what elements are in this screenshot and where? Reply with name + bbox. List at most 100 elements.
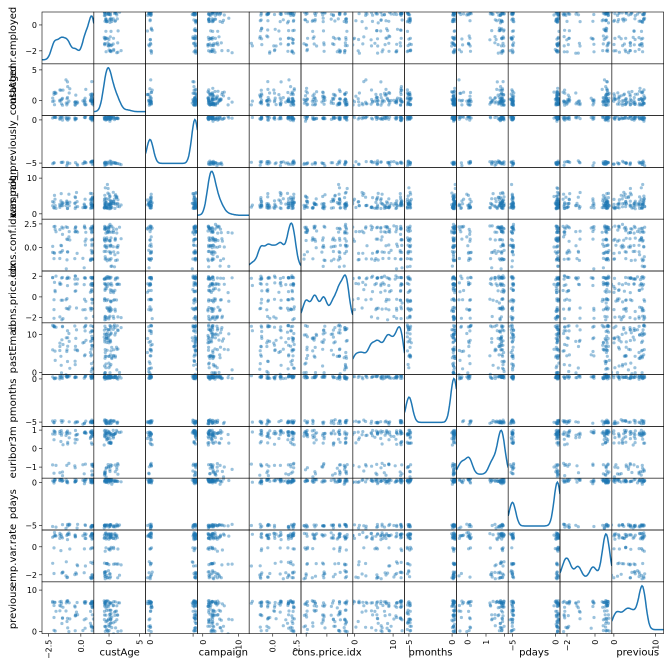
scatter-point xyxy=(555,194,558,197)
cell-content xyxy=(406,275,458,321)
scatter-point xyxy=(150,204,153,207)
scatter-point xyxy=(381,101,384,104)
scatter-point xyxy=(401,238,404,241)
scatter-point xyxy=(146,29,149,32)
scatter-point xyxy=(273,199,276,202)
scatter-point xyxy=(454,227,457,230)
scatter-point xyxy=(83,283,86,286)
scatter-point xyxy=(510,88,513,91)
scatter-point xyxy=(279,96,282,99)
scatter-point xyxy=(279,37,282,40)
scatter-point xyxy=(54,275,57,278)
scatter-point xyxy=(106,37,109,40)
scatter-point xyxy=(497,14,500,17)
scatter-point xyxy=(192,307,195,310)
scatter-point xyxy=(279,103,282,106)
scatter-point xyxy=(260,283,263,286)
scatter-point xyxy=(357,297,360,300)
scatter-point xyxy=(606,226,609,229)
scatter-point xyxy=(618,35,621,38)
scatter-point xyxy=(629,231,632,234)
scatter-point xyxy=(291,201,294,204)
scatter-point xyxy=(291,29,294,32)
scatter-point xyxy=(105,236,108,239)
scatter-point xyxy=(292,52,295,55)
scatter-point xyxy=(214,223,217,226)
scatter-point xyxy=(371,252,374,255)
scatter-point xyxy=(321,13,324,16)
scatter-point xyxy=(227,231,230,234)
scatter-point xyxy=(383,283,386,286)
scatter-point xyxy=(557,97,560,100)
scatter-point xyxy=(606,89,609,92)
scatter-point xyxy=(620,194,623,197)
scatter-point xyxy=(491,224,494,227)
scatter-point xyxy=(345,21,348,24)
scatter-point xyxy=(216,101,219,104)
scatter-point xyxy=(74,94,77,97)
scatter-point xyxy=(453,90,456,93)
cell-campaign-vs-was_not_previously_contacted xyxy=(146,167,199,219)
scatter-point xyxy=(621,99,624,102)
scatter-point xyxy=(314,240,317,243)
scatter-point xyxy=(400,257,403,260)
scatter-point xyxy=(260,18,263,21)
scatter-point xyxy=(345,191,348,194)
scatter-point xyxy=(365,27,368,30)
scatter-point xyxy=(638,207,641,210)
scatter-point xyxy=(73,278,76,281)
scatter-point xyxy=(460,37,463,40)
scatter-point xyxy=(387,50,390,53)
scatter-point xyxy=(364,298,367,301)
cell-content xyxy=(457,191,505,210)
scatter-point xyxy=(606,115,609,118)
scatter-point xyxy=(606,207,609,210)
scatter-point xyxy=(306,161,309,164)
scatter-point xyxy=(607,21,610,24)
scatter-point xyxy=(492,251,495,254)
scatter-point xyxy=(58,228,61,231)
scatter-point xyxy=(574,91,577,94)
scatter-point xyxy=(149,276,152,279)
scatter-point xyxy=(112,17,115,20)
scatter-point xyxy=(613,12,616,15)
scatter-point xyxy=(207,265,210,268)
cell-content xyxy=(51,274,96,321)
scatter-point xyxy=(314,162,317,165)
scatter-point xyxy=(67,100,70,103)
scatter-point xyxy=(337,183,340,186)
scatter-point xyxy=(628,203,631,206)
scatter-point xyxy=(577,159,580,162)
scatter-point xyxy=(462,116,465,119)
scatter-point xyxy=(390,202,393,205)
scatter-point xyxy=(605,230,608,233)
scatter-point xyxy=(332,36,335,39)
scatter-point xyxy=(358,104,361,107)
scatter-point xyxy=(210,49,213,52)
scatter-point xyxy=(625,237,628,240)
scatter-point xyxy=(557,265,560,268)
scatter-point xyxy=(604,103,607,106)
scatter-point xyxy=(149,197,152,200)
scatter-point xyxy=(215,316,218,319)
scatter-point xyxy=(344,12,347,15)
scatter-point xyxy=(118,205,121,208)
scatter-point xyxy=(578,42,581,45)
scatter-point xyxy=(639,161,642,164)
cell-frame xyxy=(405,12,457,64)
scatter-point xyxy=(344,161,347,164)
scatter-point xyxy=(104,14,107,17)
cell-frame xyxy=(508,64,560,116)
scatter-point xyxy=(74,274,77,277)
scatter-point xyxy=(267,276,270,279)
cell-frame xyxy=(612,167,664,219)
cell-content xyxy=(610,183,646,210)
scatter-point xyxy=(266,88,269,91)
cell-content xyxy=(250,114,296,167)
cell-content xyxy=(302,223,348,269)
scatter-point xyxy=(512,104,515,107)
scatter-point xyxy=(497,101,500,104)
scatter-point xyxy=(361,252,364,255)
scatter-point xyxy=(375,29,378,32)
scatter-point xyxy=(606,93,609,96)
